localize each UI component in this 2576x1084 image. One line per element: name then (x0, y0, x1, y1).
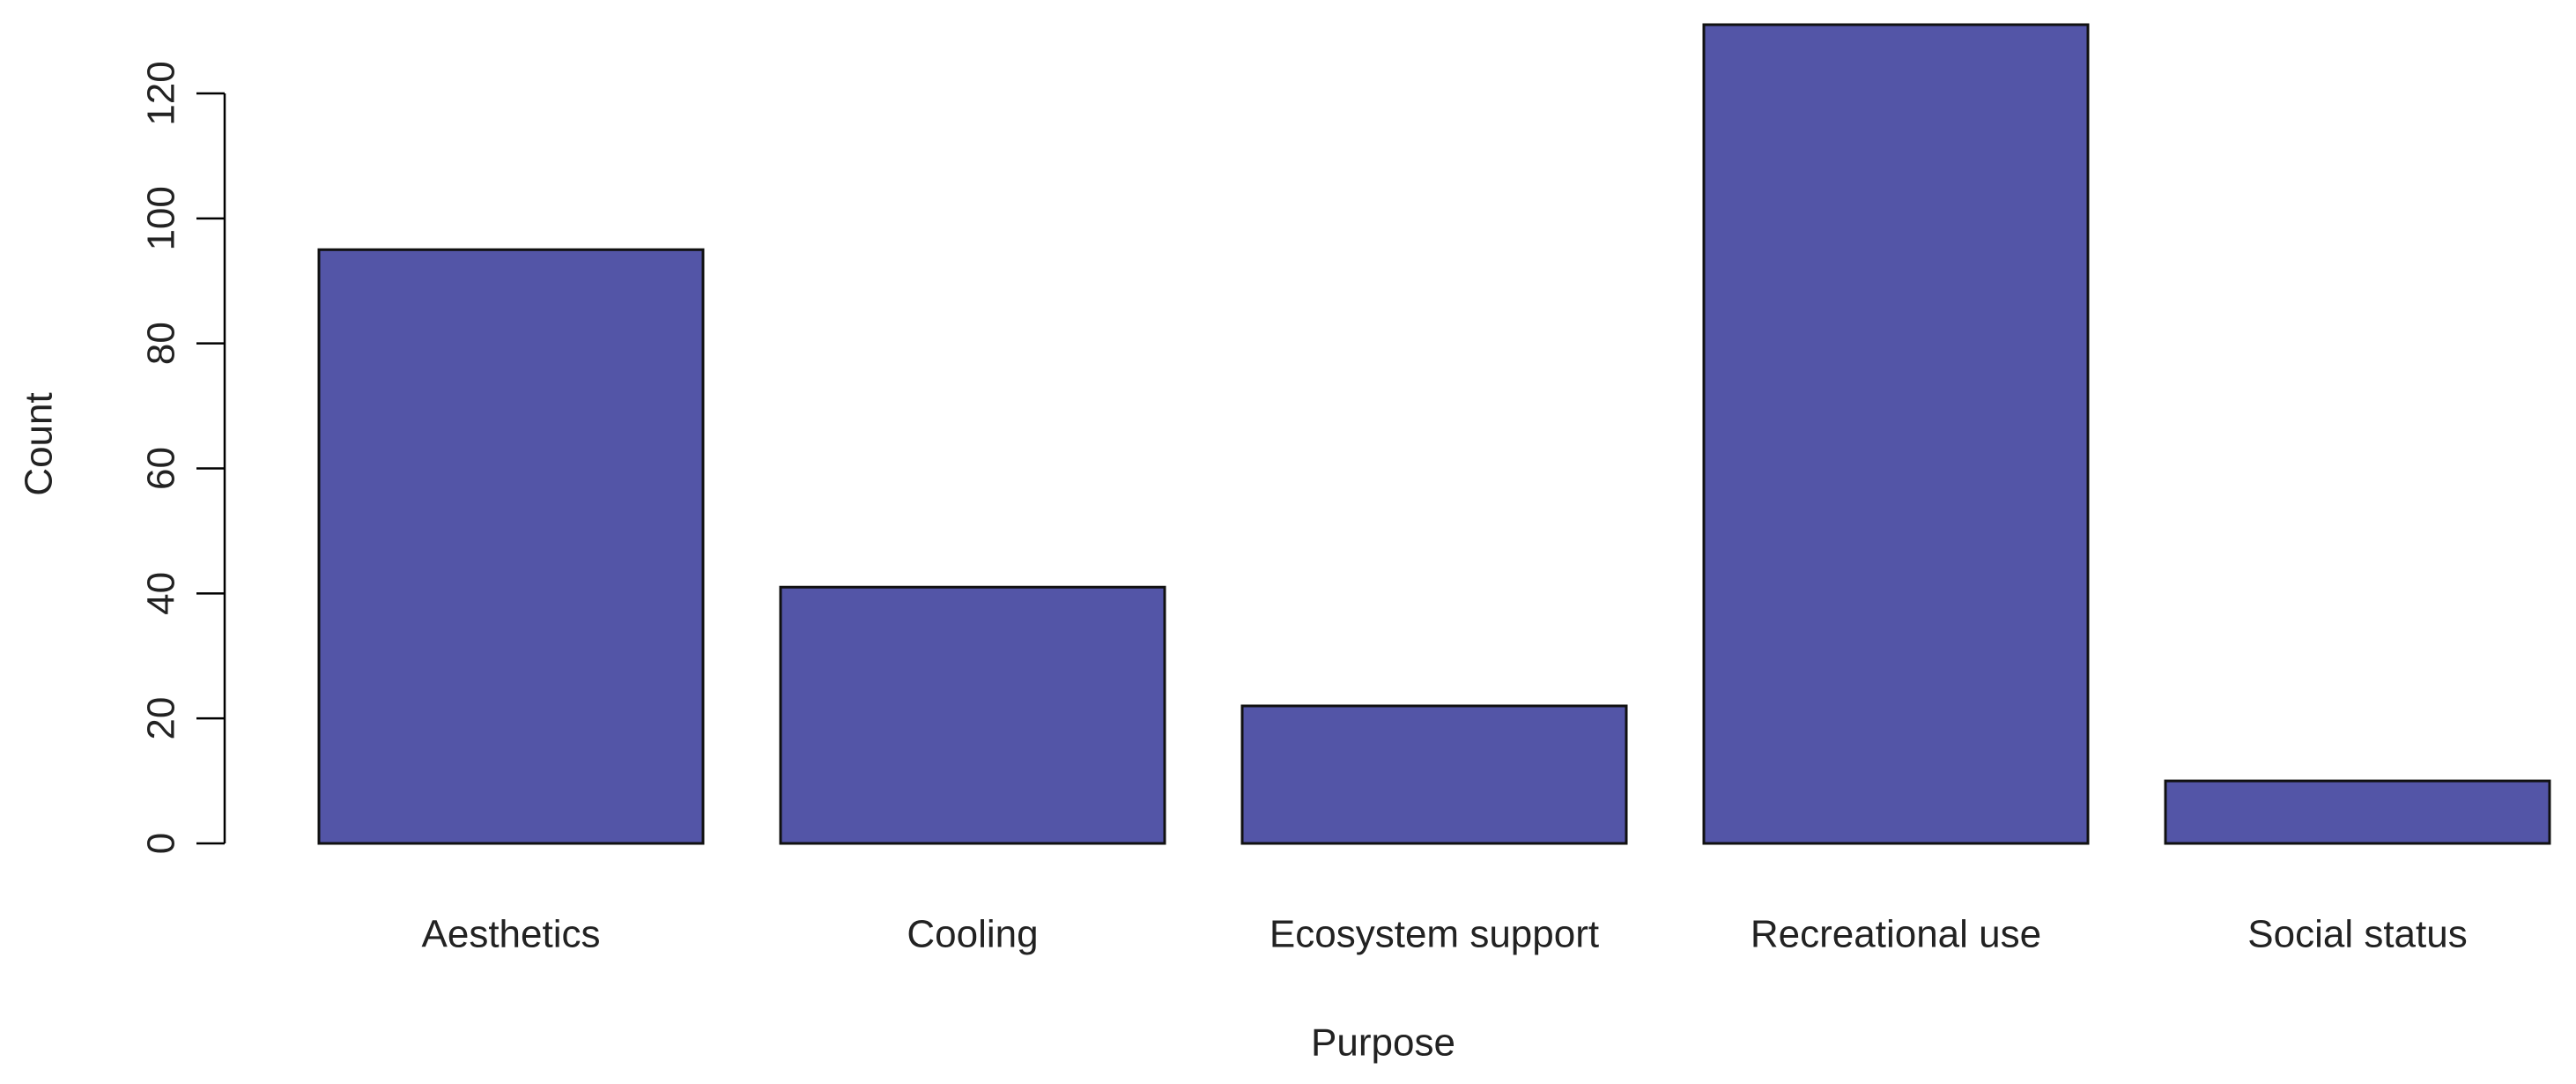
x-tick-label: Cooling (907, 913, 1038, 956)
x-tick-label: Recreational use (1751, 913, 2041, 956)
y-tick-label: 100 (140, 186, 183, 250)
bar (317, 248, 705, 845)
y-tick-label: 0 (140, 833, 183, 854)
bar (1702, 23, 2090, 845)
y-tick-label: 80 (140, 322, 183, 365)
y-tick-label: 120 (140, 61, 183, 125)
x-tick-label: Ecosystem support (1269, 913, 1599, 956)
y-tick-label: 40 (140, 572, 183, 615)
bar (779, 585, 1166, 845)
x-tick-label: Social status (2247, 913, 2467, 956)
x-axis-label: Purpose (1311, 1021, 1455, 1065)
bar (2164, 779, 2551, 845)
x-tick-label: Aesthetics (422, 913, 601, 956)
y-axis-label: Count (18, 392, 61, 495)
y-tick-label: 20 (140, 697, 183, 740)
bar (1240, 704, 1628, 845)
y-tick-label: 60 (140, 447, 183, 490)
